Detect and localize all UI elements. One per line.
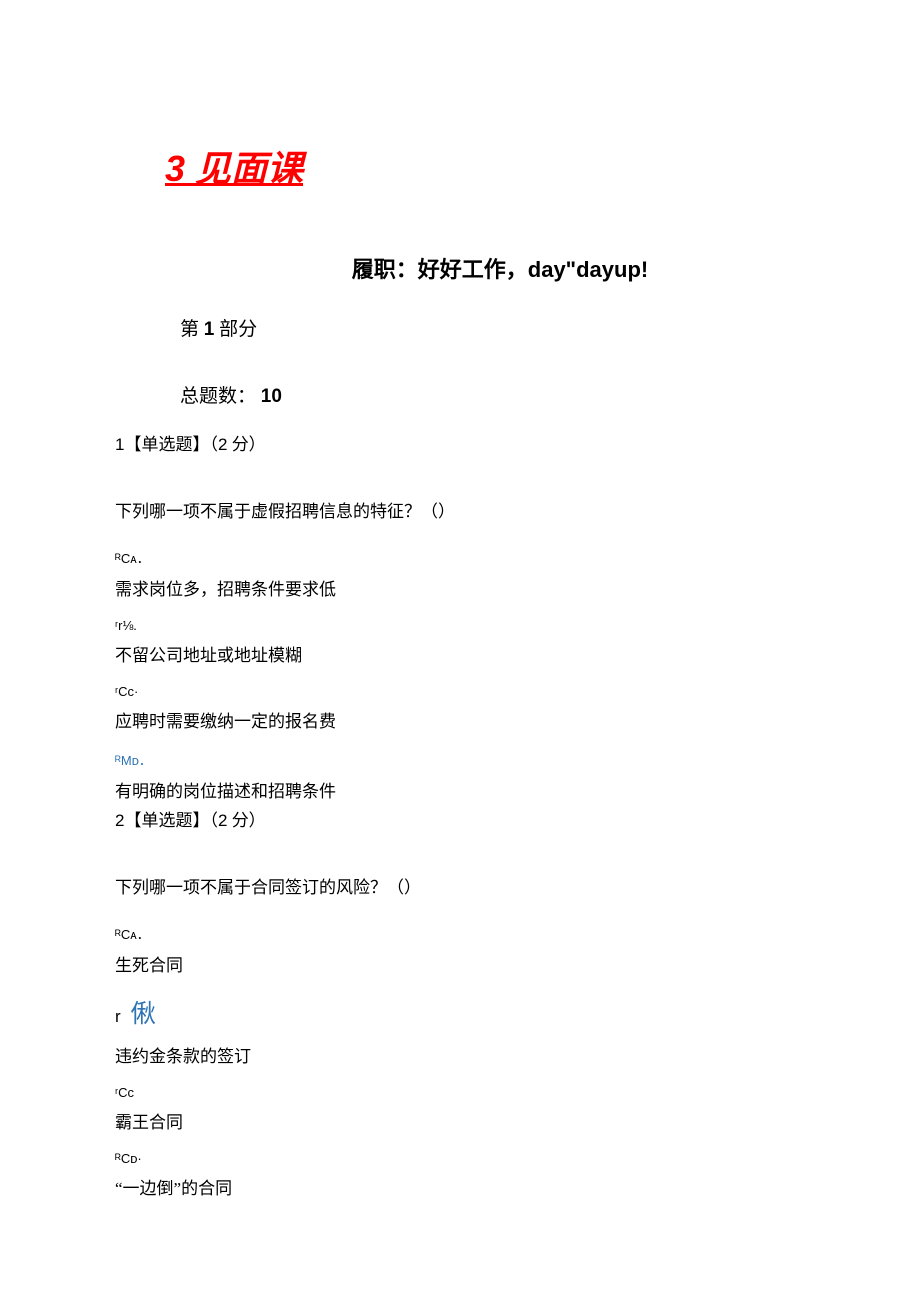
q2-optB-text: 违约金条款的签订 [115, 1042, 805, 1067]
q2-optC-text: 霸王合同 [115, 1108, 805, 1133]
section-prefix: 第 [180, 319, 204, 340]
total-value: 10 [261, 386, 282, 407]
q2-optB-char: 偢 [131, 1001, 156, 1028]
total-label: 总题数： [180, 386, 261, 407]
q2-header: 2【单选题】（2 分） [115, 806, 805, 831]
q1-optB-text: 不留公司地址或地址模糊 [115, 641, 805, 666]
page-heading: 3 见面课 [165, 140, 805, 192]
q2-optD-label: ᴿCᴅ· [115, 1151, 805, 1166]
q2-optD-text: “一边倒”的合同 [115, 1174, 805, 1199]
q1-optD-text: 有明确的岗位描述和招聘条件 [115, 777, 805, 802]
q2-optB-prefix: r [115, 1007, 121, 1026]
q1-optC-text: 应聘时需要缴纳一定的报名费 [115, 707, 805, 732]
q1-points-suffix: 分） [227, 435, 265, 454]
q2-optA-text: 生死合同 [115, 951, 805, 976]
q2-optA-label: ᴿCᴀ． [115, 924, 805, 943]
q1-tag: 【单选题】（ [124, 435, 218, 454]
q1-optD-label: ᴿMᴅ． [115, 750, 805, 769]
section-num: 1 [204, 319, 215, 340]
page-subtitle: 履职：好好工作，day"dayup! [195, 252, 805, 284]
q1-optB-label: ʳr⅛. [115, 618, 805, 633]
q1-optA-label: ᴿCᴀ． [115, 548, 805, 567]
q2-text: 下列哪一项不属于合同签订的风险？（） [115, 873, 805, 898]
section-label: 第 1 部分 [180, 314, 805, 341]
q1-optC-label: ʳCc· [115, 684, 805, 699]
q2-optB-label: r偢 [115, 994, 805, 1030]
q2-optC-label: ʳCc [115, 1085, 805, 1100]
q1-optA-text: 需求岗位多，招聘条件要求低 [115, 575, 805, 600]
q1-header: 1【单选题】（2 分） [115, 430, 805, 455]
section-suffix: 部分 [214, 319, 257, 340]
q1-text: 下列哪一项不属于虚假招聘信息的特征？（） [115, 497, 805, 522]
q2-tag: 【单选题】（ [124, 811, 218, 830]
total-count: 总题数： 10 [180, 381, 805, 408]
q2-points-suffix: 分） [227, 811, 265, 830]
